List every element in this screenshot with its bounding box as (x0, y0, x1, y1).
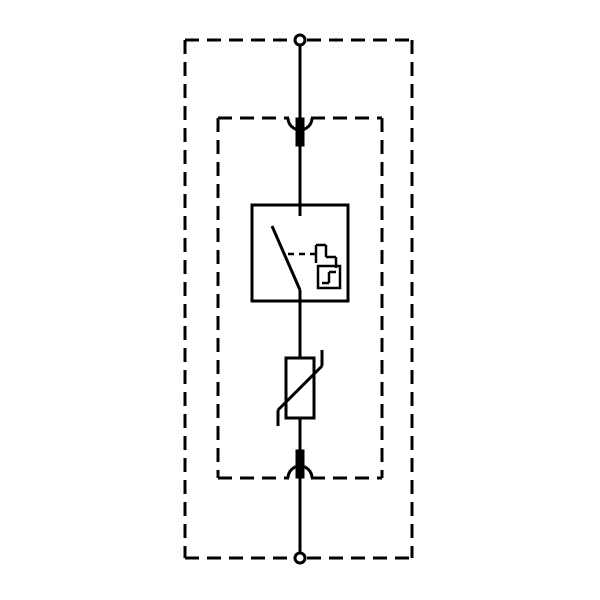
terminal-bottom (295, 553, 305, 563)
plug-top-blade (296, 118, 304, 146)
terminal-top (295, 35, 305, 45)
plug-bottom-blade (296, 450, 304, 478)
disconnector-switch-arm (272, 226, 300, 290)
spd-circuit-diagram (0, 0, 600, 600)
